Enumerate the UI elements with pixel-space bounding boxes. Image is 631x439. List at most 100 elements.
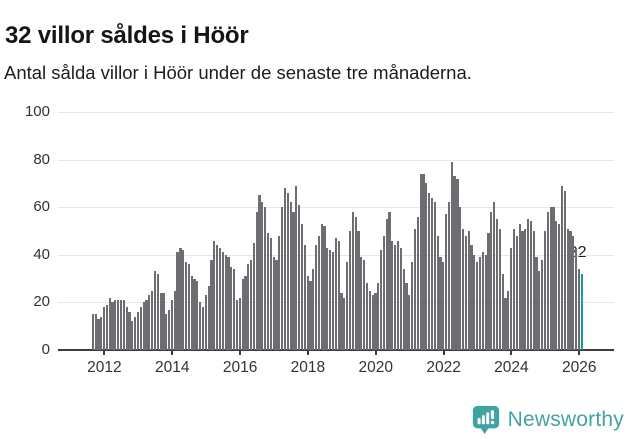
bar — [258, 195, 261, 350]
bar — [286, 192, 289, 350]
x-tick-label: 2016 — [222, 359, 258, 376]
x-tick — [103, 350, 106, 355]
bar — [577, 269, 581, 350]
y-tick-label: 80 — [33, 150, 50, 168]
bar — [114, 300, 117, 350]
y-tick-label: 20 — [33, 293, 50, 311]
bar — [105, 304, 109, 350]
bar — [529, 221, 532, 350]
bar — [459, 207, 462, 350]
x-tick — [578, 350, 581, 355]
bar — [377, 283, 380, 350]
bar — [450, 161, 453, 350]
bar — [445, 214, 448, 350]
bar — [275, 259, 278, 350]
bar — [541, 259, 544, 350]
bar — [490, 211, 493, 350]
bar — [334, 238, 337, 350]
x-tick-label: 2024 — [494, 359, 529, 376]
x-tick — [306, 350, 309, 355]
bar — [298, 204, 301, 350]
bar — [405, 283, 408, 350]
bar — [292, 211, 295, 350]
bar — [422, 173, 425, 350]
bar — [100, 316, 103, 350]
bar — [543, 231, 547, 350]
bar — [97, 319, 100, 350]
bar — [117, 300, 120, 350]
bar — [504, 297, 507, 350]
bar — [365, 283, 369, 350]
bar — [162, 292, 165, 350]
bar — [510, 247, 513, 350]
x-tick — [510, 350, 513, 355]
bar — [196, 280, 199, 350]
bar — [498, 228, 501, 350]
bar — [351, 211, 354, 350]
bar — [269, 238, 272, 350]
bar — [218, 247, 222, 350]
bar — [524, 228, 527, 350]
bar — [326, 247, 329, 350]
bar — [521, 231, 524, 350]
bar — [224, 254, 227, 350]
y-tick-label: 0 — [41, 341, 50, 358]
bar — [103, 307, 106, 350]
y-tick-label: 60 — [33, 198, 50, 216]
bar — [139, 307, 142, 350]
bar — [303, 245, 306, 350]
bar — [563, 190, 566, 350]
bar — [560, 185, 564, 350]
bar — [374, 292, 377, 350]
bar — [241, 278, 244, 350]
bar — [94, 314, 97, 350]
bar — [481, 252, 484, 350]
bar — [433, 202, 436, 350]
bar — [464, 235, 467, 350]
bar — [512, 228, 516, 350]
x-tick — [239, 350, 242, 355]
bar — [131, 321, 134, 350]
bar — [546, 211, 549, 350]
bar — [408, 295, 411, 350]
bar — [182, 250, 185, 350]
newsworthy-logo-icon — [472, 405, 499, 435]
bar — [416, 216, 419, 350]
bar — [264, 207, 267, 350]
bar — [402, 269, 405, 350]
bar — [394, 245, 397, 350]
bar — [179, 247, 182, 350]
bar — [348, 231, 352, 350]
bar — [425, 183, 428, 350]
bar — [380, 250, 383, 350]
bar — [495, 219, 499, 350]
bar — [204, 295, 207, 350]
bar — [193, 278, 196, 350]
chart-subtitle: Antal sålda villor i Höör under de senas… — [4, 62, 472, 83]
bar — [247, 264, 250, 350]
bar — [201, 307, 205, 350]
bar — [456, 178, 459, 350]
bar — [170, 300, 174, 350]
bar — [142, 302, 145, 350]
bar — [532, 231, 535, 350]
bar — [145, 300, 148, 350]
newsworthy-logo[interactable]: Newsworthy — [471, 404, 624, 435]
bar — [368, 290, 371, 350]
bar — [190, 276, 193, 350]
gridline — [58, 207, 614, 209]
bar — [538, 271, 541, 350]
bar — [244, 276, 247, 350]
bar — [255, 211, 258, 350]
bar — [515, 235, 518, 350]
bar — [447, 202, 451, 350]
bar — [354, 216, 357, 350]
bar — [111, 302, 114, 350]
bar — [230, 266, 233, 350]
bar — [122, 300, 125, 350]
gridline — [58, 112, 614, 113]
bar — [357, 231, 360, 350]
x-tick — [442, 350, 445, 355]
bar — [136, 311, 140, 350]
